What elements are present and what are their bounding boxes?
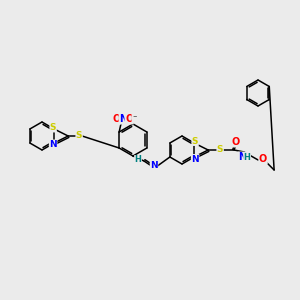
Text: H: H [135,155,141,164]
Text: N: N [49,140,57,149]
Text: S: S [217,145,224,154]
Text: H: H [244,152,250,161]
Text: O: O [259,154,267,164]
Text: N: N [150,161,158,170]
Text: N: N [191,154,199,164]
Text: N: N [238,152,246,162]
Text: O: O [232,137,240,147]
Text: S: S [192,136,198,146]
Text: S: S [50,123,56,132]
Text: O: O [125,114,133,124]
Text: N: N [119,114,127,124]
Text: O: O [112,114,120,124]
Text: ⁻: ⁻ [132,113,136,122]
Text: S: S [76,131,83,140]
